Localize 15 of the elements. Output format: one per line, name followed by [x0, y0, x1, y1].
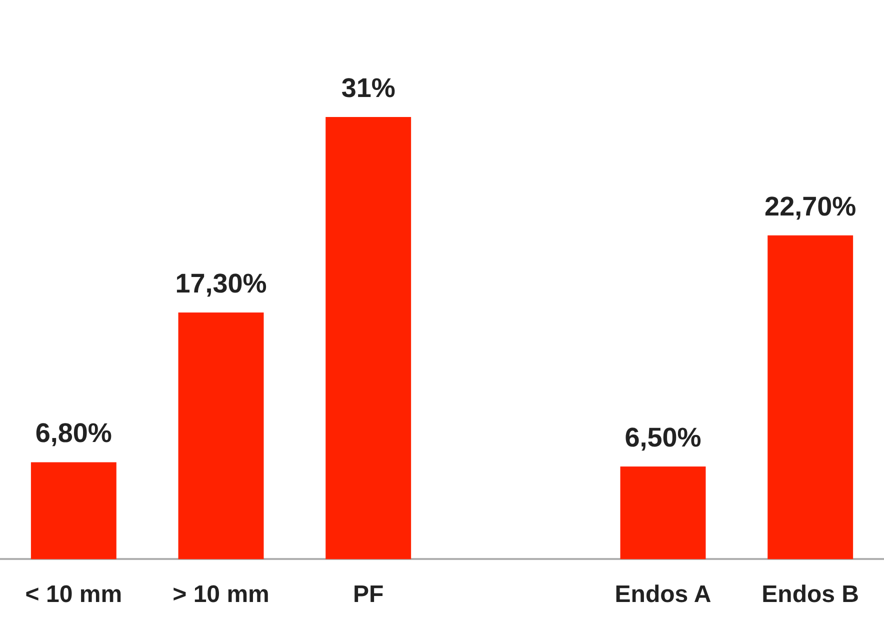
bar [620, 466, 706, 560]
data-label: 22,70% [764, 191, 856, 222]
x-tick-label: Endos B [762, 581, 860, 608]
bar [326, 117, 412, 560]
data-label: 6,80% [35, 418, 112, 448]
x-tick-label: Endos A [614, 581, 712, 608]
bar [178, 312, 264, 560]
data-label: 17,30% [175, 268, 267, 298]
bar [30, 462, 116, 560]
x-tick-label: PF [352, 581, 384, 608]
data-label: 6,50% [624, 422, 702, 452]
data-label: 31% [341, 73, 396, 104]
x-tick-label: > 10 mm [172, 581, 270, 608]
bar [768, 235, 854, 560]
x-tick-label: < 10 mm [25, 581, 122, 608]
